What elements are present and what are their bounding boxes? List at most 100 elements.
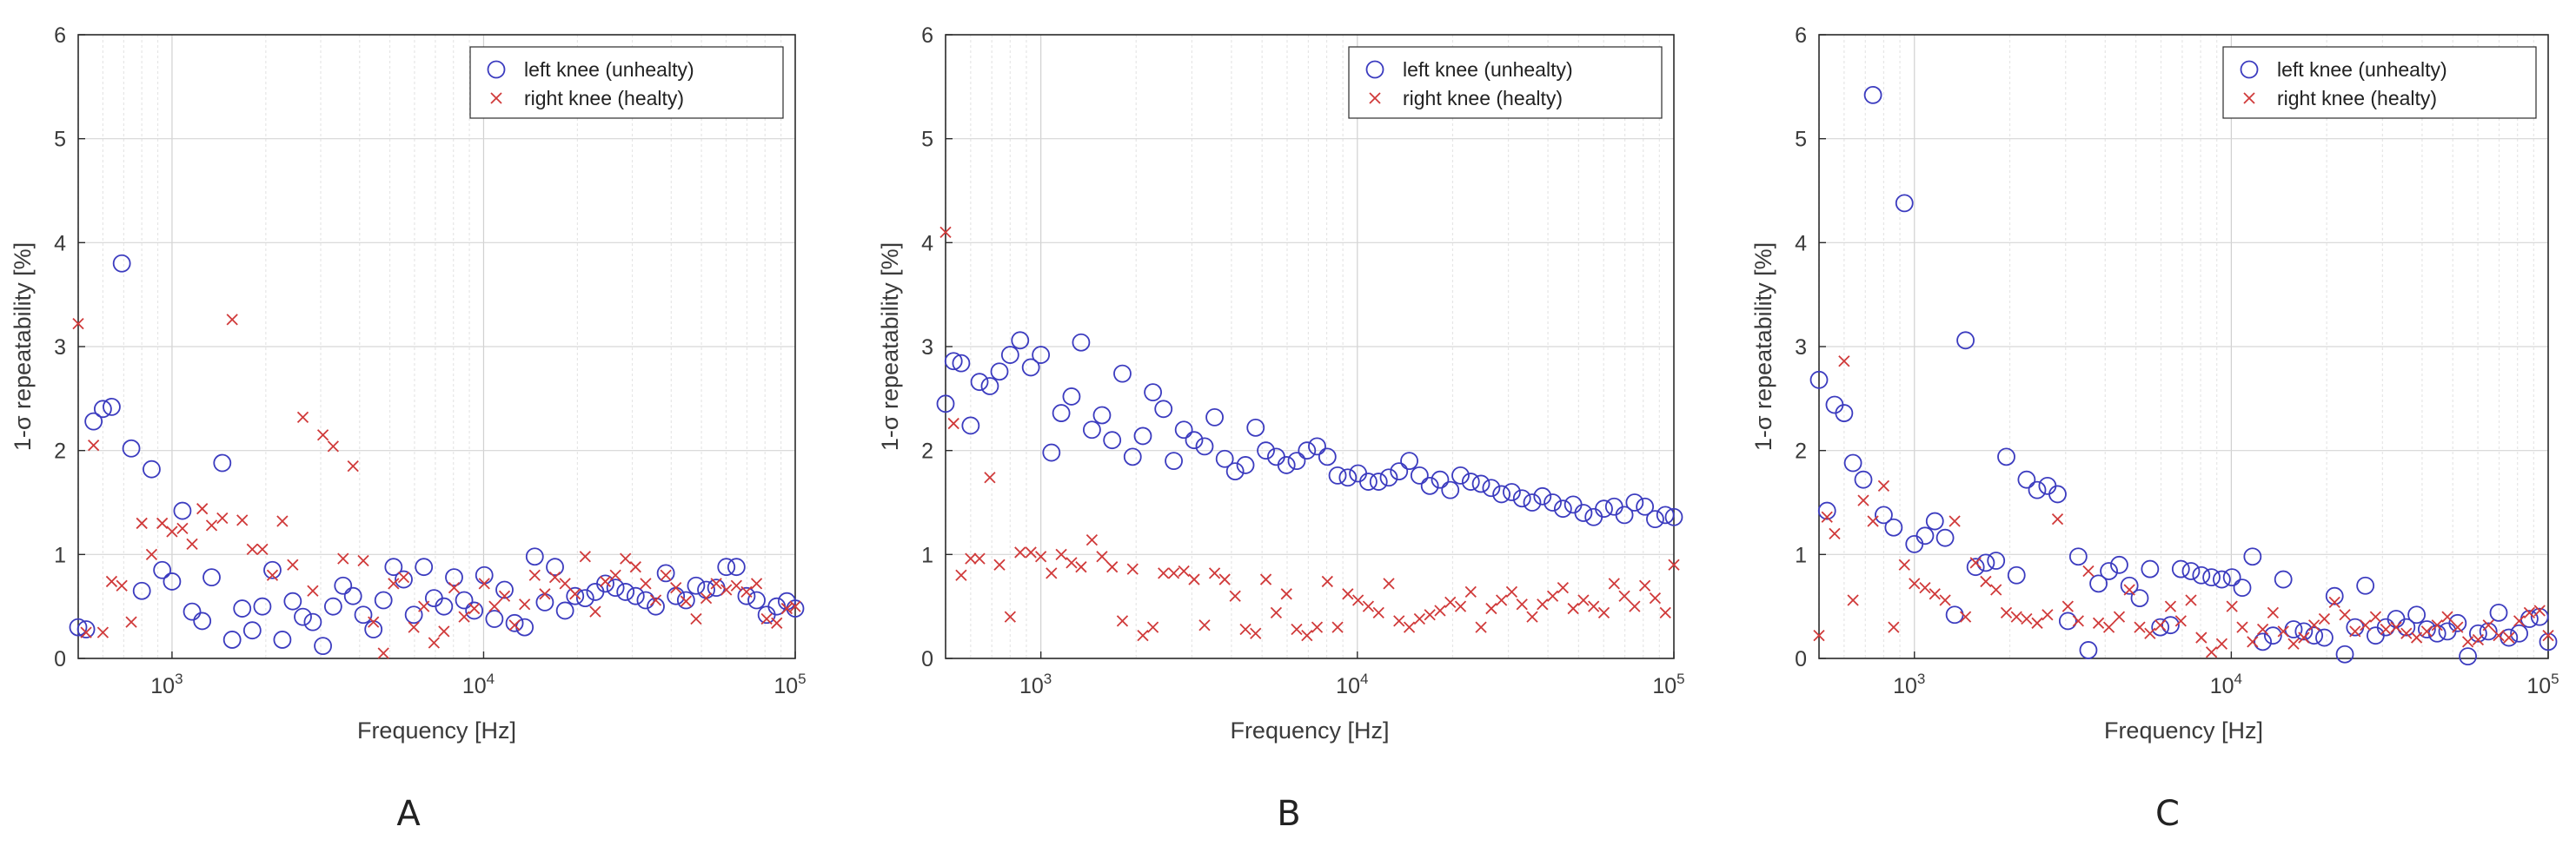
data-point-x (690, 612, 702, 625)
data-point-circle (465, 601, 484, 620)
data-point-x (337, 552, 349, 565)
data-point-circle (1471, 474, 1490, 493)
data-point-circle (1092, 406, 1112, 425)
data-point-circle (1052, 404, 1071, 422)
data-point-x (2287, 638, 2300, 650)
data-point-x (1597, 606, 1610, 618)
data-point-circle (1032, 346, 1051, 364)
data-point-x (780, 602, 793, 615)
data-point-circle (626, 586, 645, 605)
data-point-x (2431, 619, 2443, 631)
data-point-x (1239, 623, 1251, 636)
data-point-circle (1997, 447, 2015, 466)
data-point-circle (656, 564, 675, 583)
data-point-x (1331, 621, 1344, 633)
data-point-circle (1154, 400, 1173, 419)
data-point-x (2092, 617, 2105, 629)
y-axis-label: 1-σ repeatability [%] (10, 242, 36, 451)
data-point-x (1198, 619, 1211, 631)
data-point-circle (616, 583, 635, 601)
data-point-x (1096, 551, 1108, 563)
data-point-x (2051, 513, 2064, 526)
data-point-x (2523, 606, 2536, 618)
x-tick-label: 104 (462, 671, 495, 698)
data-point-x (1877, 479, 1890, 492)
data-point-x (508, 619, 521, 631)
data-point-x (2134, 621, 2146, 633)
data-point-circle (1174, 420, 1193, 440)
data-point-x (680, 595, 692, 607)
data-point-circle (1021, 358, 1040, 377)
data-point-circle (1646, 510, 1664, 529)
data-point-circle (354, 605, 373, 625)
data-point-circle (294, 607, 312, 626)
data-point-x (1990, 584, 2002, 596)
data-point-x (2082, 565, 2095, 578)
data-point-x (539, 588, 551, 600)
data-point-circle (546, 558, 564, 577)
data-point-x (1537, 598, 1549, 611)
data-point-circle (1817, 501, 1836, 520)
data-point-circle (1625, 493, 1644, 512)
data-point-circle (173, 501, 192, 520)
legend-box (2222, 46, 2537, 119)
legend-label: left knee (unhealty) (524, 58, 694, 81)
data-point-circle (213, 453, 232, 473)
data-point-circle (1987, 552, 2006, 570)
data-point-x (649, 594, 662, 606)
data-point-x (287, 559, 299, 571)
data-point-x (1270, 606, 1283, 618)
data-point-circle (2397, 618, 2416, 637)
data-point-x (2452, 621, 2464, 633)
data-point-x (1259, 573, 1272, 585)
data-point-circle (1123, 447, 1142, 466)
data-point-x (458, 611, 470, 623)
y-tick-label: 5 (1795, 128, 1807, 152)
data-point-circle (1328, 466, 1347, 485)
data-point-x (760, 612, 773, 625)
data-point-x (1393, 615, 1405, 627)
data-point-x (771, 617, 783, 629)
data-point-x (1321, 575, 1333, 588)
data-point-circle (1615, 506, 1634, 525)
data-point-x (1075, 561, 1087, 573)
data-point-circle (2254, 632, 2273, 651)
y-tick-label: 4 (1795, 231, 1807, 255)
legend-marker-circle (2240, 60, 2259, 79)
data-point-circle (1165, 452, 1183, 471)
data-point-circle (2007, 565, 2026, 585)
y-tick-label: 2 (1795, 440, 1807, 464)
data-point-x (1495, 594, 1508, 606)
data-point-circle (2017, 470, 2036, 489)
data-point-circle (1523, 493, 1542, 512)
data-point-x (2533, 605, 2546, 617)
data-point-circle (1359, 473, 1378, 491)
data-point-x (2390, 621, 2402, 633)
data-point-circle (1835, 404, 1854, 422)
y-tick-label: 3 (54, 335, 66, 360)
legend: left knee (unhealty) right knee (healty) (1348, 46, 1663, 119)
series-right-knee (72, 314, 801, 659)
data-point-x (1351, 594, 1364, 606)
data-point-x (166, 526, 178, 538)
data-point-x (569, 588, 581, 600)
data-point-x (1618, 590, 1630, 602)
y-tick-label: 0 (1795, 647, 1807, 671)
data-point-x (428, 637, 440, 649)
data-point-circle (1854, 470, 1873, 489)
data-point-circle (2089, 574, 2108, 593)
data-point-x (498, 590, 511, 602)
data-point-circle (2233, 579, 2252, 598)
data-point-x (740, 585, 753, 598)
y-tick-label: 6 (921, 23, 933, 48)
data-point-circle (636, 591, 655, 610)
data-point-x (1362, 600, 1375, 612)
data-point-x (296, 411, 309, 424)
panel-label: C (2155, 794, 2180, 834)
data-point-x (2461, 636, 2474, 648)
panel-label: B (1277, 794, 1300, 834)
data-point-x (2482, 619, 2494, 631)
data-point-circle (676, 591, 695, 610)
data-point-circle (566, 586, 585, 605)
data-point-circle (737, 586, 756, 605)
